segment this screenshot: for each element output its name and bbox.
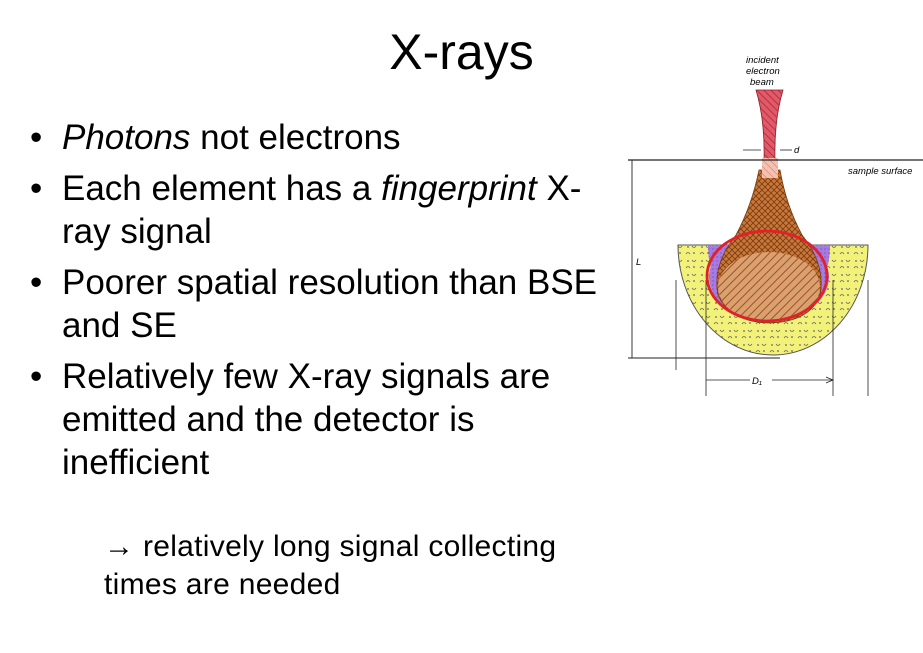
slide-title: X-rays	[389, 24, 534, 80]
label-L: L	[636, 257, 641, 268]
bullet-text: Photons	[62, 118, 191, 157]
interaction-volume-diagram: incident electron beam sample surface d …	[628, 55, 923, 396]
incident-beam	[755, 89, 784, 161]
label-D1: D₁	[752, 376, 762, 387]
label-incident: incident	[746, 55, 779, 66]
beam-lower	[762, 158, 778, 178]
sub-bullet-text: relatively long signal collecting times …	[104, 530, 557, 601]
inner-volume	[718, 252, 820, 322]
bullet-text: not electrons	[190, 118, 401, 157]
bullet-dot-icon: •	[30, 263, 43, 302]
label-d: d	[794, 145, 800, 156]
arrow-icon: →	[104, 530, 135, 563]
bullet-text: Each element has a	[62, 169, 382, 208]
bullet-dot-icon: •	[30, 169, 43, 208]
d1-arrowhead	[825, 376, 835, 384]
label-electron: electron	[746, 66, 780, 77]
bullet-text: X-ray signal	[62, 169, 582, 251]
bullet-item: • Poorer spatial resolution than BSE and …	[30, 261, 620, 347]
bullet-dot-icon: •	[30, 357, 43, 396]
sub-bullet: → relatively long signal collecting time…	[104, 528, 624, 604]
bullet-text: fingerprint	[381, 169, 537, 208]
bullet-item: • Relatively few X-ray signals are emitte…	[30, 355, 620, 484]
bullet-item: • Each element has a fingerprint X-ray si…	[30, 167, 620, 253]
bullet-item: • Photons not electrons	[30, 116, 620, 159]
bullet-text: Poorer spatial resolution than BSE and S…	[62, 263, 598, 345]
highlight-ellipse	[705, 229, 829, 323]
label-sample-surface: sample surface	[848, 166, 912, 177]
bullet-text: Relatively few X-ray signals are emitted…	[62, 357, 551, 482]
bullet-dot-icon: •	[30, 118, 43, 157]
label-beam: beam	[750, 77, 774, 88]
bullet-list: • Photons not electrons • Each element has …	[30, 116, 620, 492]
